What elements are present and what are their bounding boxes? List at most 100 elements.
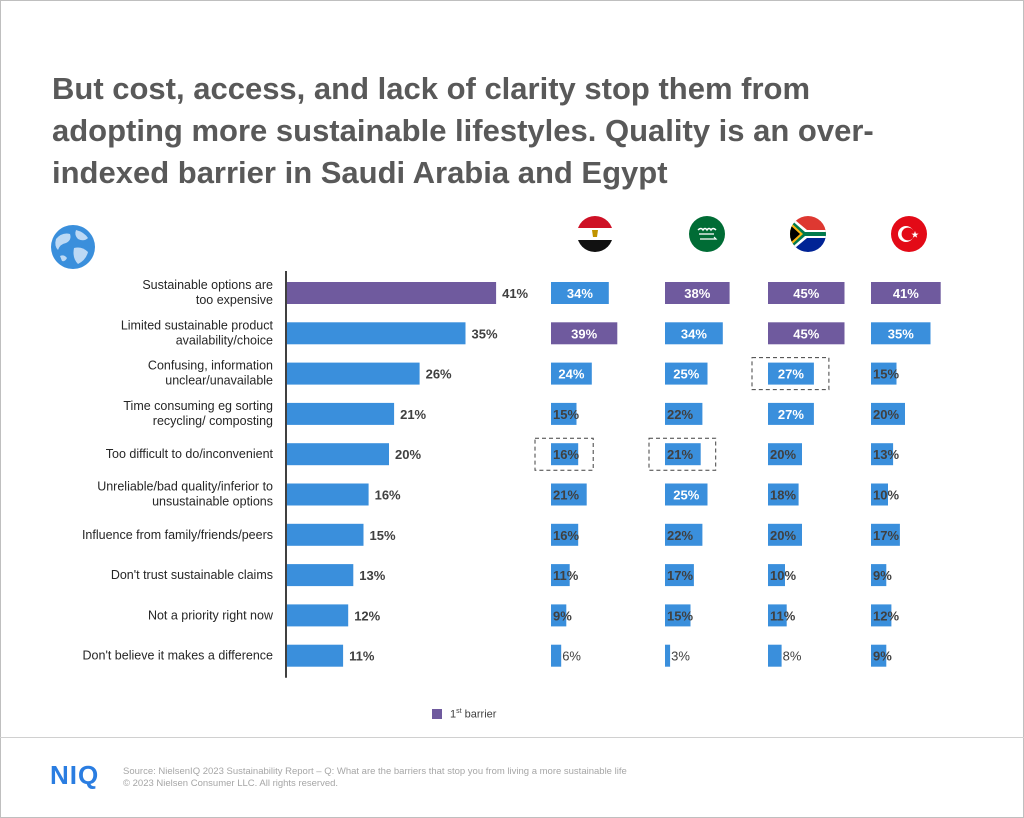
overall-value-label: 21% — [400, 407, 426, 422]
category-label: Not a priority right now — [148, 608, 274, 622]
country-value-label: 35% — [888, 326, 914, 341]
country-bar — [768, 282, 845, 304]
country-bar — [551, 523, 579, 546]
country-value-label: 25% — [673, 488, 699, 503]
country-bar — [551, 402, 577, 425]
country-bar — [768, 644, 782, 667]
country-bar — [665, 644, 671, 667]
country-value-label: 20% — [770, 528, 796, 543]
category-label: Influence from family/friends/peers — [82, 528, 273, 542]
country-bar — [665, 604, 691, 627]
overall-value-label: 35% — [472, 326, 498, 341]
country-value-label: 8% — [783, 649, 802, 664]
category-label: Confusing, information — [148, 359, 273, 373]
country-bar — [665, 523, 703, 546]
country-value-label: 15% — [873, 367, 899, 382]
country-bar — [665, 282, 730, 304]
country-bar — [871, 564, 887, 587]
country-value-label: 9% — [873, 568, 892, 583]
overall-bar — [287, 644, 344, 667]
country-value-label: 45% — [793, 326, 819, 341]
country-bar — [768, 443, 802, 466]
country-bar — [551, 362, 592, 385]
country-bar — [665, 483, 708, 506]
country-bar — [871, 443, 894, 466]
country-value-label: 11% — [553, 568, 579, 583]
highlight-box — [534, 437, 594, 471]
category-label: unsustainable options — [152, 495, 273, 509]
legend-label-sup: st — [456, 708, 462, 715]
country-bar — [551, 443, 579, 466]
source-text: Source: NielsenIQ 2023 Sustainability Re… — [123, 766, 627, 777]
overall-bar — [287, 402, 395, 425]
country-value-label: 16% — [553, 447, 579, 462]
globe-icon — [51, 225, 95, 269]
country-bar — [768, 564, 785, 587]
country-value-label: 9% — [873, 649, 892, 664]
overall-bar — [287, 362, 420, 385]
country-bar — [551, 483, 587, 506]
saudi-arabia-flag-icon — [689, 216, 725, 252]
country-bar — [768, 322, 845, 345]
country-value-label: 16% — [553, 528, 579, 543]
category-label: Don't trust sustainable claims — [111, 568, 273, 582]
country-value-label: 27% — [778, 407, 804, 422]
country-value-label: 34% — [567, 286, 593, 301]
country-bar — [871, 282, 941, 304]
country-value-label: 21% — [553, 488, 579, 503]
page-title: But cost, access, and lack of clarity st… — [52, 71, 874, 190]
overall-value-label: 41% — [502, 286, 528, 301]
country-bar — [665, 564, 694, 587]
country-value-label: 41% — [893, 286, 919, 301]
turkey-flag-icon — [891, 216, 927, 252]
country-value-label: 45% — [793, 286, 819, 301]
overall-bar — [287, 564, 354, 587]
niq-logo: NIQ — [50, 760, 100, 790]
country-bar — [768, 483, 799, 506]
country-value-label: 18% — [770, 488, 796, 503]
country-bar — [551, 604, 567, 627]
country-value-label: 20% — [770, 447, 796, 462]
country-value-label: 6% — [562, 649, 581, 664]
country-bar — [871, 644, 887, 667]
overall-bar — [287, 282, 497, 304]
country-bar — [871, 483, 888, 506]
country-value-label: 25% — [673, 367, 699, 382]
country-value-label: 17% — [667, 568, 693, 583]
country-value-label: 9% — [553, 608, 572, 623]
legend-first-barrier-swatch — [432, 708, 442, 719]
overall-bar — [287, 604, 349, 627]
copyright-text: © 2023 Nielsen Consumer LLC. All rights … — [123, 778, 339, 789]
category-label: Unreliable/bad quality/inferior to — [97, 480, 273, 494]
country-value-label: 20% — [873, 407, 899, 422]
highlight-box — [751, 357, 830, 391]
country-value-label: 3% — [671, 649, 690, 664]
overall-value-label: 15% — [370, 528, 396, 543]
country-bar — [768, 523, 802, 546]
overall-bar — [287, 443, 389, 466]
country-bar — [768, 362, 814, 385]
country-value-label: 24% — [558, 367, 584, 382]
country-value-label: 10% — [873, 488, 899, 503]
legend-label-base: 1 — [450, 708, 457, 721]
overall-value-label: 13% — [359, 568, 385, 583]
egypt-flag-icon — [577, 216, 613, 252]
legend-label-rest: barrier — [461, 708, 497, 721]
country-value-label: 15% — [553, 407, 579, 422]
country-value-label: 34% — [681, 326, 707, 341]
country-value-label: 15% — [667, 608, 693, 623]
country-value-label: 13% — [873, 447, 899, 462]
country-bar — [871, 322, 931, 345]
category-label: recycling/ composting — [153, 414, 273, 428]
category-label: Sustainable options are — [142, 278, 273, 292]
country-bar — [871, 402, 905, 425]
country-bar — [665, 322, 723, 345]
country-bar — [551, 282, 609, 304]
overall-value-label: 16% — [375, 488, 401, 503]
country-bar — [551, 322, 618, 345]
country-value-label: 27% — [778, 367, 804, 382]
overall-value-label: 11% — [349, 649, 375, 664]
category-label: Too difficult to do/inconvenient — [106, 447, 274, 461]
overall-value-label: 20% — [395, 447, 421, 462]
overall-value-label: 12% — [354, 608, 380, 623]
